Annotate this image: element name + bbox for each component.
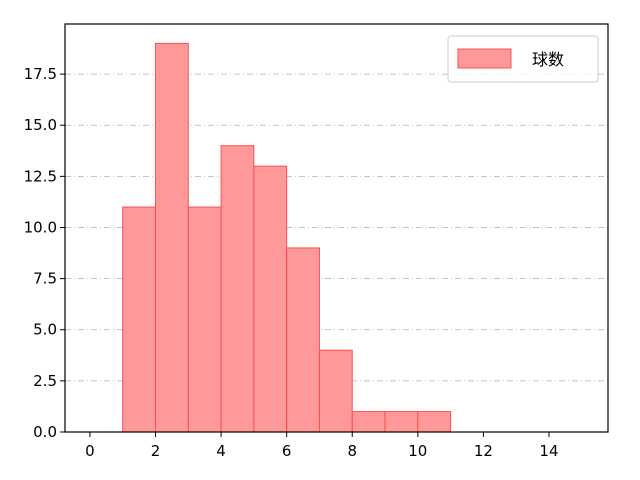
bars bbox=[122, 42, 452, 433]
histogram-bar bbox=[351, 411, 386, 433]
histogram-bar bbox=[253, 165, 288, 433]
x-tick-label: 2 bbox=[151, 442, 161, 460]
histogram-bar bbox=[384, 411, 419, 433]
y-tick-label: 12.5 bbox=[24, 167, 57, 185]
y-tick-label: 0.0 bbox=[33, 423, 57, 441]
x-tick-label: 4 bbox=[216, 442, 226, 460]
y-tick-label: 2.5 bbox=[33, 372, 57, 390]
x-tick-label: 6 bbox=[282, 442, 292, 460]
histogram-bar bbox=[220, 145, 255, 433]
histogram-bar bbox=[318, 349, 353, 433]
x-tick-label: 10 bbox=[408, 442, 427, 460]
y-tick-label: 5.0 bbox=[33, 321, 57, 339]
legend: 球数 bbox=[447, 35, 599, 83]
x-tick-label: 8 bbox=[347, 442, 357, 460]
x-tick-label: 14 bbox=[539, 442, 558, 460]
legend-label: 球数 bbox=[532, 50, 564, 69]
y-tick-label: 15.0 bbox=[24, 116, 57, 134]
histogram-bar bbox=[417, 411, 452, 433]
x-tick-label: 12 bbox=[474, 442, 493, 460]
histogram-bar bbox=[122, 206, 156, 433]
histogram-bar bbox=[286, 247, 320, 433]
plot-frame bbox=[64, 23, 609, 433]
legend-swatch bbox=[457, 48, 512, 69]
histogram-bar bbox=[187, 206, 222, 433]
legend-box bbox=[447, 35, 599, 83]
x-axis: 0 2 4 6 8 10 12 14 bbox=[85, 432, 559, 460]
x-tick-label: 0 bbox=[85, 442, 95, 460]
y-axis: 0.0 2.5 5.0 7.5 10.0 12.5 15.0 17.5 bbox=[24, 65, 65, 441]
histogram-bar bbox=[155, 42, 189, 433]
y-tick-label: 7.5 bbox=[33, 270, 57, 288]
y-tick-label: 10.0 bbox=[24, 218, 57, 236]
y-tick-label: 17.5 bbox=[24, 65, 57, 83]
